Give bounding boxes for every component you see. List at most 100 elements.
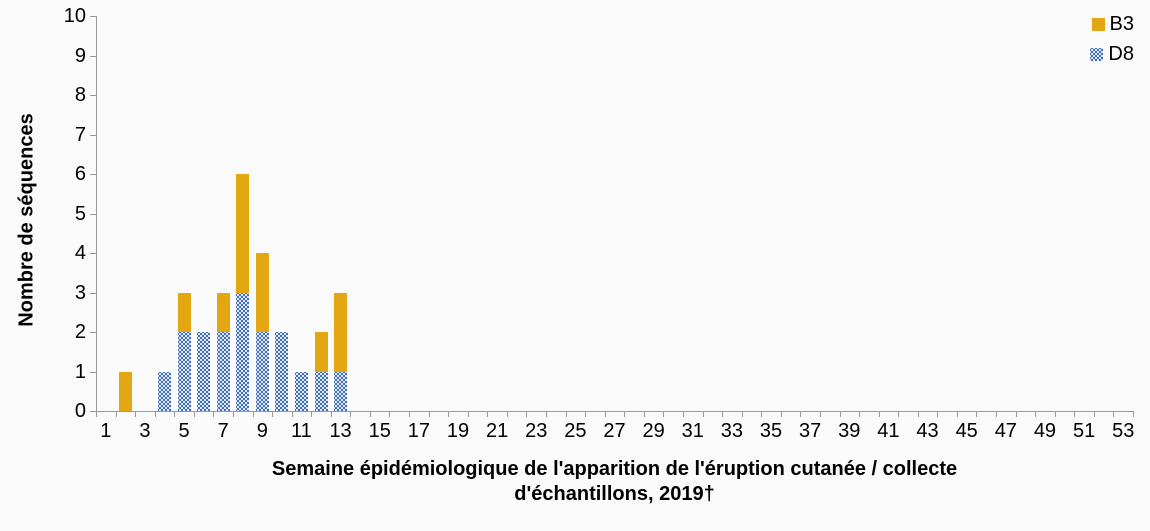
x-axis-tick (467, 411, 469, 417)
legend-label-b3: B3 (1109, 12, 1134, 35)
legend: B3 D8 (1090, 12, 1134, 74)
x-axis-tick (780, 411, 782, 417)
x-axis-tick (174, 411, 176, 417)
y-tick-label: 2 (74, 321, 86, 343)
x-tick-label: 41 (877, 420, 900, 442)
x-axis-tick (409, 411, 411, 417)
x-tick-label: 35 (759, 420, 783, 442)
x-axis-tick (819, 411, 821, 417)
x-tick-label: 13 (329, 420, 352, 442)
x-tick-label: 5 (178, 420, 190, 442)
x-axis-tick (956, 411, 958, 417)
bar-segment-b3 (216, 292, 230, 332)
y-axis-line (96, 16, 97, 411)
x-axis-tick (1035, 411, 1037, 417)
bar-segment-d8 (294, 371, 308, 411)
x-tick-label: 29 (642, 420, 665, 442)
x-tick-label: 25 (564, 420, 587, 442)
x-axis-tick (643, 411, 645, 417)
y-tick-label: 3 (74, 281, 86, 304)
x-axis-tick (311, 411, 313, 417)
x-axis-tick (369, 411, 371, 417)
y-axis-tick (90, 332, 96, 333)
y-axis-tick (90, 95, 96, 96)
x-tick-label: 33 (720, 420, 744, 442)
bar-segment-b3 (118, 371, 132, 411)
x-tick-label: 49 (1033, 420, 1057, 442)
x-axis-tick (1093, 411, 1095, 417)
x-axis-tick (878, 411, 880, 417)
bar-segment-d8 (216, 332, 230, 411)
x-tick-label: 31 (681, 420, 704, 442)
x-axis-tick (937, 411, 939, 417)
x-axis-tick (741, 411, 743, 417)
y-tick-label: 6 (74, 163, 86, 185)
y-tick-label: 0 (74, 400, 86, 422)
bar-segment-d8 (177, 332, 191, 411)
y-tick-label: 1 (74, 360, 86, 383)
x-tick-label: 7 (217, 420, 229, 442)
bar-segment-b3 (334, 292, 348, 372)
x-tick-label: 27 (603, 420, 626, 442)
x-tick-label: 53 (1112, 420, 1135, 442)
x-axis-tick (722, 411, 724, 417)
y-axis-tick (90, 292, 96, 294)
y-axis-tick (90, 411, 96, 412)
x-axis-tick (526, 411, 528, 417)
x-tick-label: 1 (100, 420, 112, 442)
x-axis-tick (682, 411, 684, 417)
x-axis-tick (428, 411, 430, 417)
bar-segment-d8 (334, 371, 348, 411)
legend-label-d8: D8 (1108, 42, 1134, 65)
x-tick-label: 15 (368, 420, 391, 442)
x-axis-tick (624, 411, 626, 417)
y-tick-label: 9 (74, 44, 86, 67)
x-axis-tick (291, 411, 293, 417)
x-axis-tick (448, 411, 450, 417)
x-axis-tick (1113, 411, 1115, 417)
bar-segment-d8 (314, 371, 328, 411)
y-axis-tick (90, 371, 96, 373)
x-tick-label: 23 (525, 420, 548, 442)
x-axis-tick (1054, 411, 1056, 417)
x-axis-tick (1074, 411, 1076, 417)
x-axis-tick (96, 411, 97, 417)
x-axis-tick (1015, 411, 1017, 417)
d8-swatch-icon (1090, 47, 1104, 61)
x-tick-label: 11 (291, 420, 312, 442)
bar-segment-b3 (255, 253, 269, 332)
y-axis-tick (90, 253, 96, 254)
x-axis-tick (800, 411, 802, 417)
x-axis-tick (272, 411, 274, 417)
bar-segment-d8 (275, 332, 289, 411)
x-axis-tick (976, 411, 978, 417)
x-axis-tick (839, 411, 841, 417)
x-axis-line (96, 411, 1134, 412)
x-axis-title-line2: d'échantillons, 2019† (514, 483, 715, 505)
bar-segment-d8 (197, 332, 211, 411)
x-axis-tick (996, 411, 998, 417)
x-axis-tick (604, 411, 606, 417)
y-tick-label: 8 (74, 84, 86, 106)
x-tick-label: 39 (838, 420, 861, 442)
x-tick-label: 47 (994, 420, 1017, 442)
x-axis-tick (193, 411, 195, 417)
x-axis-tick (917, 411, 919, 417)
x-tick-label: 9 (256, 420, 268, 442)
x-axis-tick (663, 411, 665, 417)
y-axis-tick (90, 174, 96, 175)
x-axis-title-line1: Semaine épidémiologique de l'apparition … (271, 458, 958, 480)
x-tick-label: 21 (485, 420, 509, 442)
x-tick-label: 51 (1072, 420, 1096, 442)
legend-item-d8: D8 (1090, 42, 1134, 65)
x-axis-tick (115, 411, 117, 417)
x-axis-tick (859, 411, 861, 417)
bar-segment-b3 (314, 332, 328, 372)
bar-segment-d8 (157, 371, 171, 411)
x-axis-tick (506, 411, 508, 417)
y-tick-label: 4 (74, 242, 86, 264)
bar-segment-d8 (255, 332, 269, 411)
x-axis-tick (330, 411, 332, 417)
y-tick-label: 7 (74, 123, 86, 146)
x-axis-tick (389, 411, 391, 417)
